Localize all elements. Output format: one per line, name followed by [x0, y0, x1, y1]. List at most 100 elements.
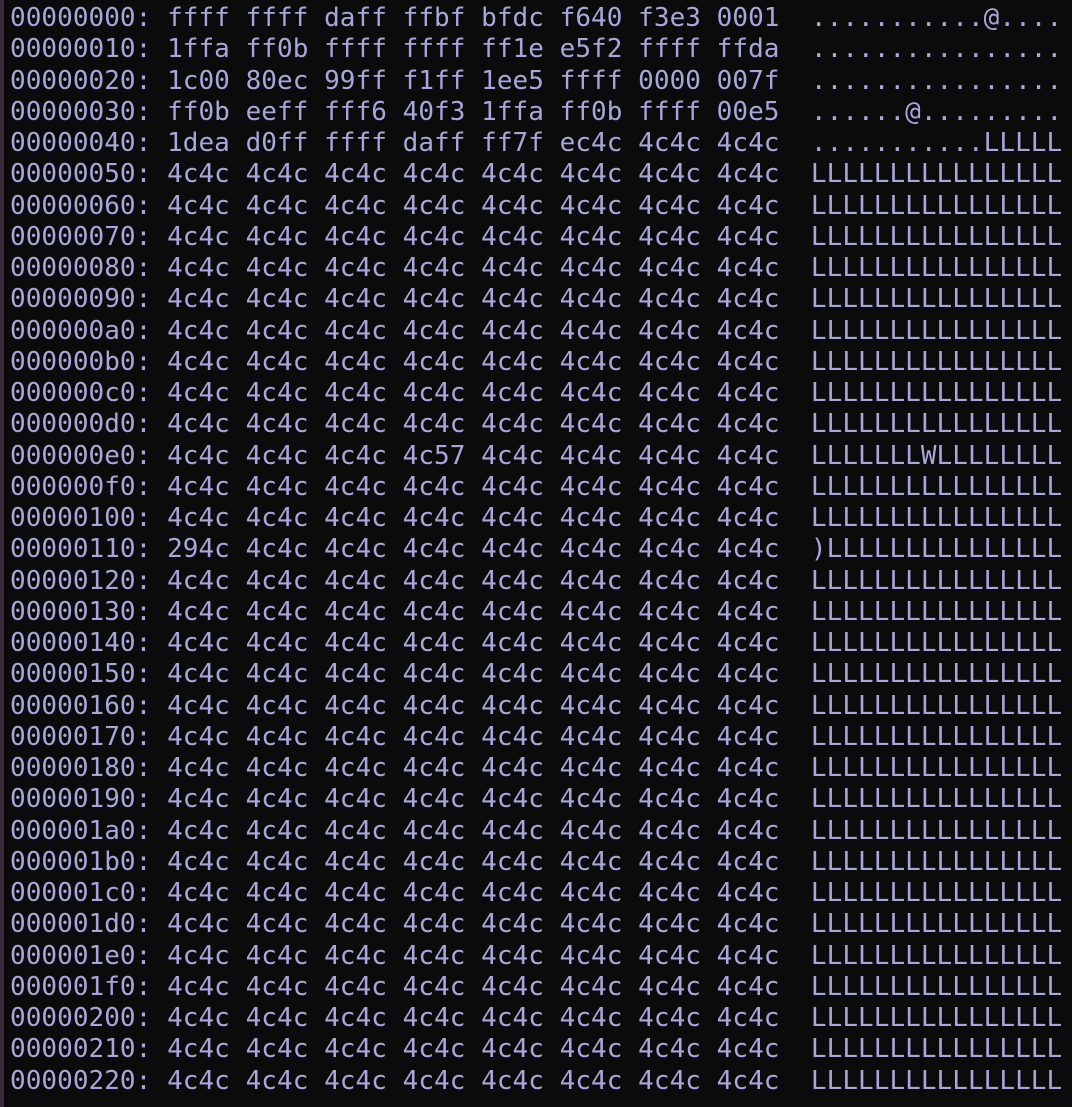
hexdump-offset: 000000d0:: [10, 409, 152, 440]
hexdump-offset: 00000010:: [10, 34, 152, 65]
hexdump-line: 000000e0: 4c4c 4c4c 4c4c 4c57 4c4c 4c4c …: [10, 441, 1062, 472]
hexdump-offset: 00000130:: [10, 596, 152, 627]
hexdump-line: 00000030: ff0b eeff fff6 40f3 1ffa ff0b …: [10, 97, 1062, 128]
hexdump-offset: 00000210:: [10, 1034, 152, 1065]
hexdump-ascii: LLLLLLLLLLLLLLLL: [810, 284, 1063, 315]
hexdump-line: 00000060: 4c4c 4c4c 4c4c 4c4c 4c4c 4c4c …: [10, 191, 1062, 222]
hexdump-line: 00000100: 4c4c 4c4c 4c4c 4c4c 4c4c 4c4c …: [10, 503, 1062, 534]
hexdump-ascii: LLLLLLLLLLLLLLLL: [810, 315, 1063, 346]
hexdump-line: 00000080: 4c4c 4c4c 4c4c 4c4c 4c4c 4c4c …: [10, 253, 1062, 284]
hexdump-hex-bytes: 4c4c 4c4c 4c4c 4c4c 4c4c 4c4c 4c4c 4c4c: [167, 565, 780, 596]
hexdump-offset: 00000120:: [10, 565, 152, 596]
hexdump-hex-bytes: 4c4c 4c4c 4c4c 4c4c 4c4c 4c4c 4c4c 4c4c: [167, 815, 780, 846]
hexdump-ascii: ......@.........: [810, 96, 1063, 127]
hexdump-offset: 00000000:: [10, 3, 152, 33]
hexdump-offset: 00000070:: [10, 221, 152, 252]
hexdump-line: 000001f0: 4c4c 4c4c 4c4c 4c4c 4c4c 4c4c …: [10, 972, 1062, 1003]
hexdump-ascii: LLLLLLLLLLLLLLLL: [810, 503, 1063, 533]
hexdump-offset: 000000e0:: [10, 440, 152, 471]
hexdump-line: 00000210: 4c4c 4c4c 4c4c 4c4c 4c4c 4c4c …: [10, 1034, 1062, 1065]
hexdump-offset: 00000040:: [10, 128, 152, 158]
hexdump-hex-bytes: 4c4c 4c4c 4c4c 4c4c 4c4c 4c4c 4c4c 4c4c: [167, 221, 780, 252]
hexdump-hex-bytes: 4c4c 4c4c 4c4c 4c4c 4c4c 4c4c 4c4c 4c4c: [167, 409, 780, 440]
hexdump-ascii: LLLLLLLLLLLLLLLL: [810, 253, 1063, 283]
hexdump-ascii: )LLLLLLLLLLLLLLL: [810, 534, 1063, 565]
hexdump-hex-bytes: 4c4c 4c4c 4c4c 4c4c 4c4c 4c4c 4c4c 4c4c: [167, 346, 780, 377]
hexdump-line: 00000000: ffff ffff daff ffbf bfdc f640 …: [10, 3, 1062, 34]
hexdump-line: 00000200: 4c4c 4c4c 4c4c 4c4c 4c4c 4c4c …: [10, 1003, 1062, 1034]
hexdump-hex-bytes: 4c4c 4c4c 4c4c 4c4c 4c4c 4c4c 4c4c 4c4c: [167, 909, 780, 940]
hexdump-line: 00000220: 4c4c 4c4c 4c4c 4c4c 4c4c 4c4c …: [10, 1066, 1062, 1097]
hexdump-line: 00000070: 4c4c 4c4c 4c4c 4c4c 4c4c 4c4c …: [10, 222, 1062, 253]
hexdump-ascii: ................: [810, 34, 1063, 65]
hexdump-hex-bytes: 1c00 80ec 99ff f1ff 1ee5 ffff 0000 007f: [167, 65, 780, 96]
hexdump-offset: 00000180:: [10, 753, 152, 783]
hexdump-hex-bytes: 4c4c 4c4c 4c4c 4c4c 4c4c 4c4c 4c4c 4c4c: [167, 253, 780, 283]
hexdump-hex-bytes: 4c4c 4c4c 4c4c 4c4c 4c4c 4c4c 4c4c 4c4c: [167, 315, 780, 346]
hexdump-offset: 000001a0:: [10, 815, 152, 846]
hexdump-ascii: LLLLLLLLLLLLLLLL: [810, 159, 1063, 190]
hexdump-offset: 000000f0:: [10, 471, 152, 502]
hexdump-hex-bytes: 4c4c 4c4c 4c4c 4c4c 4c4c 4c4c 4c4c 4c4c: [167, 753, 780, 783]
hexdump-offset: 00000050:: [10, 159, 152, 190]
hexdump-output: 00000000: ffff ffff daff ffbf bfdc f640 …: [10, 3, 1062, 1097]
hexdump-offset: 000000a0:: [10, 315, 152, 346]
hexdump-ascii: LLLLLLLLLLLLLLLL: [810, 596, 1063, 627]
hexdump-offset: 00000030:: [10, 96, 152, 127]
hexdump-line: 00000170: 4c4c 4c4c 4c4c 4c4c 4c4c 4c4c …: [10, 722, 1062, 753]
hexdump-ascii: LLLLLLLLLLLLLLLL: [810, 878, 1063, 908]
hexdump-line: 000001e0: 4c4c 4c4c 4c4c 4c4c 4c4c 4c4c …: [10, 941, 1062, 972]
hexdump-line: 00000190: 4c4c 4c4c 4c4c 4c4c 4c4c 4c4c …: [10, 784, 1062, 815]
hexdump-ascii: ...........LLLLL: [810, 128, 1063, 158]
hexdump-hex-bytes: 4c4c 4c4c 4c4c 4c4c 4c4c 4c4c 4c4c 4c4c: [167, 471, 780, 502]
hexdump-line: 00000180: 4c4c 4c4c 4c4c 4c4c 4c4c 4c4c …: [10, 753, 1062, 784]
hexdump-offset: 000000c0:: [10, 378, 152, 408]
hexdump-hex-bytes: 4c4c 4c4c 4c4c 4c4c 4c4c 4c4c 4c4c 4c4c: [167, 690, 780, 721]
hexdump-line: 000001d0: 4c4c 4c4c 4c4c 4c4c 4c4c 4c4c …: [10, 909, 1062, 940]
hexdump-ascii: LLLLLLLLLLLLLLLL: [810, 409, 1063, 440]
hexdump-offset: 000001e0:: [10, 940, 152, 971]
hexdump-ascii: LLLLLLLWLLLLLLLL: [810, 440, 1063, 471]
hexdump-hex-bytes: 1dea d0ff ffff daff ff7f ec4c 4c4c 4c4c: [167, 128, 780, 158]
hexdump-ascii: LLLLLLLLLLLLLLLL: [810, 846, 1063, 877]
hexdump-line: 000000b0: 4c4c 4c4c 4c4c 4c4c 4c4c 4c4c …: [10, 347, 1062, 378]
hexdump-offset: 00000080:: [10, 253, 152, 283]
hexdump-offset: 000001b0:: [10, 846, 152, 877]
hexdump-offset: 00000100:: [10, 503, 152, 533]
hexdump-hex-bytes: 4c4c 4c4c 4c4c 4c57 4c4c 4c4c 4c4c 4c4c: [167, 440, 780, 471]
hexdump-ascii: LLLLLLLLLLLLLLLL: [810, 690, 1063, 721]
hexdump-ascii: LLLLLLLLLLLLLLLL: [810, 971, 1063, 1002]
hexdump-line: 000000d0: 4c4c 4c4c 4c4c 4c4c 4c4c 4c4c …: [10, 409, 1062, 440]
hexdump-ascii: LLLLLLLLLLLLLLLL: [810, 1034, 1063, 1065]
hexdump-hex-bytes: 4c4c 4c4c 4c4c 4c4c 4c4c 4c4c 4c4c 4c4c: [167, 190, 780, 221]
hexdump-hex-bytes: 4c4c 4c4c 4c4c 4c4c 4c4c 4c4c 4c4c 4c4c: [167, 596, 780, 627]
hexdump-hex-bytes: 4c4c 4c4c 4c4c 4c4c 4c4c 4c4c 4c4c 4c4c: [167, 784, 780, 815]
hexdump-line: 00000020: 1c00 80ec 99ff f1ff 1ee5 ffff …: [10, 66, 1062, 97]
hexdump-hex-bytes: 4c4c 4c4c 4c4c 4c4c 4c4c 4c4c 4c4c 4c4c: [167, 721, 780, 752]
hexdump-hex-bytes: 4c4c 4c4c 4c4c 4c4c 4c4c 4c4c 4c4c 4c4c: [167, 846, 780, 877]
hexdump-ascii: LLLLLLLLLLLLLLLL: [810, 565, 1063, 596]
hexdump-line: 00000150: 4c4c 4c4c 4c4c 4c4c 4c4c 4c4c …: [10, 659, 1062, 690]
hexdump-offset: 000001d0:: [10, 909, 152, 940]
hexdump-line: 00000090: 4c4c 4c4c 4c4c 4c4c 4c4c 4c4c …: [10, 284, 1062, 315]
hexdump-ascii: LLLLLLLLLLLLLLLL: [810, 1065, 1063, 1096]
hexdump-hex-bytes: 4c4c 4c4c 4c4c 4c4c 4c4c 4c4c 4c4c 4c4c: [167, 159, 780, 190]
hexdump-ascii: LLLLLLLLLLLLLLLL: [810, 471, 1063, 502]
hexdump-ascii: LLLLLLLLLLLLLLLL: [810, 784, 1063, 815]
hexdump-hex-bytes: 4c4c 4c4c 4c4c 4c4c 4c4c 4c4c 4c4c 4c4c: [167, 628, 780, 658]
hexdump-line: 00000040: 1dea d0ff ffff daff ff7f ec4c …: [10, 128, 1062, 159]
hexdump-line: 00000130: 4c4c 4c4c 4c4c 4c4c 4c4c 4c4c …: [10, 597, 1062, 628]
hexdump-ascii: ...........@....: [810, 3, 1063, 33]
hexdump-ascii: LLLLLLLLLLLLLLLL: [810, 190, 1063, 221]
hexdump-ascii: LLLLLLLLLLLLLLLL: [810, 1003, 1063, 1033]
hexdump-hex-bytes: 4c4c 4c4c 4c4c 4c4c 4c4c 4c4c 4c4c 4c4c: [167, 878, 780, 908]
hexdump-line: 00000160: 4c4c 4c4c 4c4c 4c4c 4c4c 4c4c …: [10, 691, 1062, 722]
hexdump-offset: 000001f0:: [10, 971, 152, 1002]
hexdump-hex-bytes: 4c4c 4c4c 4c4c 4c4c 4c4c 4c4c 4c4c 4c4c: [167, 1065, 780, 1096]
hexdump-hex-bytes: 4c4c 4c4c 4c4c 4c4c 4c4c 4c4c 4c4c 4c4c: [167, 1003, 780, 1033]
hexdump-line: 000000a0: 4c4c 4c4c 4c4c 4c4c 4c4c 4c4c …: [10, 316, 1062, 347]
hexdump-offset: 00000110:: [10, 534, 152, 565]
hexdump-hex-bytes: ffff ffff daff ffbf bfdc f640 f3e3 0001: [167, 3, 780, 33]
hexdump-offset: 000000b0:: [10, 346, 152, 377]
